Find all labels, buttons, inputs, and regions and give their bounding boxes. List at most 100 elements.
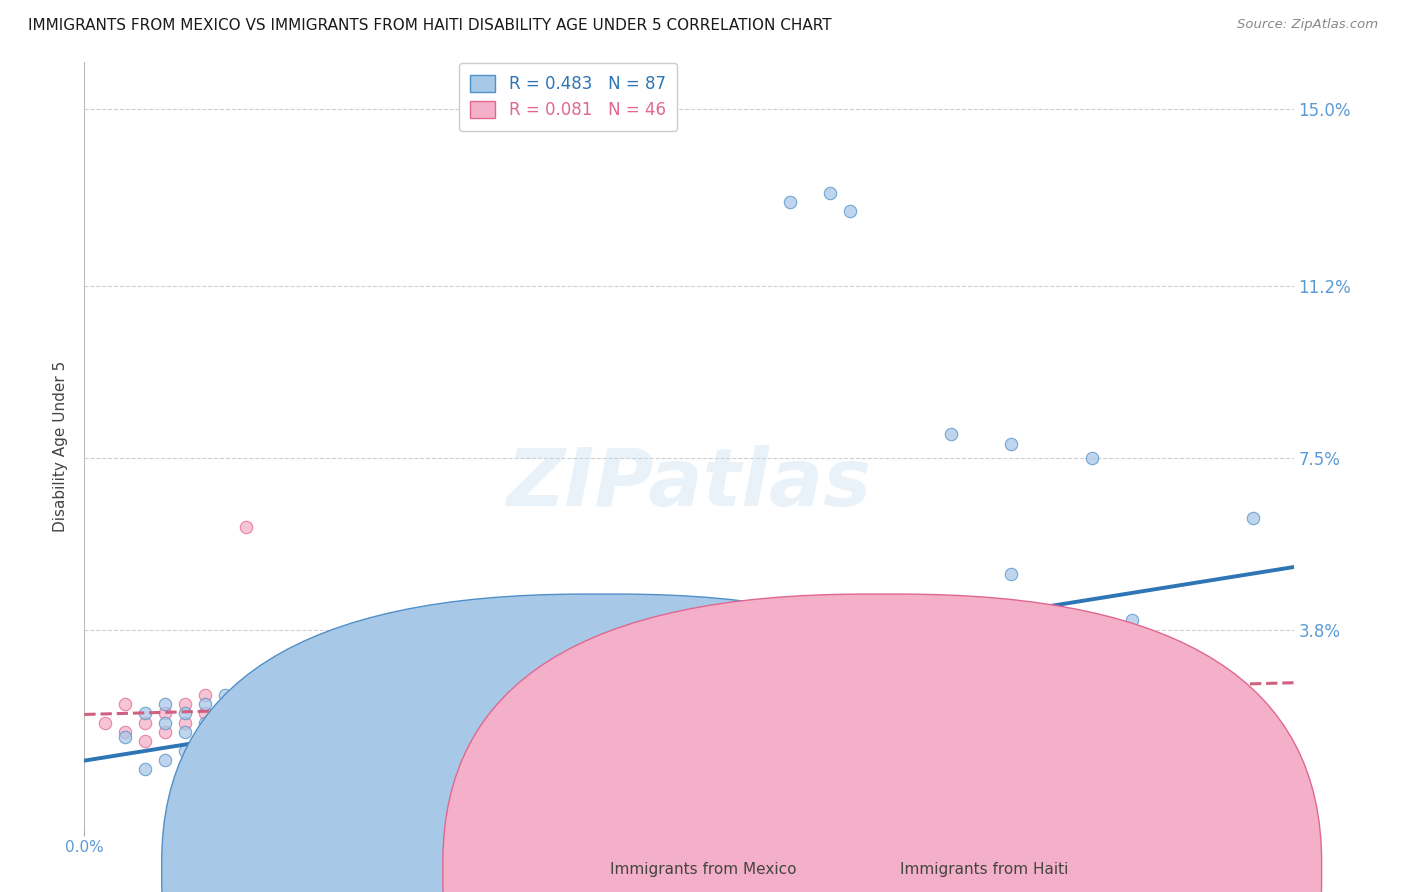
Text: Immigrants from Haiti: Immigrants from Haiti <box>900 863 1069 877</box>
Point <box>375 688 398 702</box>
Text: ZIPatlas: ZIPatlas <box>506 445 872 524</box>
Point <box>1040 637 1063 651</box>
Point <box>477 734 499 748</box>
Point <box>395 725 418 739</box>
Point <box>194 753 217 767</box>
Point <box>295 697 318 711</box>
Point <box>274 706 297 721</box>
Point <box>818 637 841 651</box>
Point <box>537 706 560 721</box>
Point <box>274 725 297 739</box>
Point <box>134 706 156 721</box>
Point <box>1000 566 1022 581</box>
Point <box>496 697 519 711</box>
Point <box>174 715 197 730</box>
Point <box>254 697 277 711</box>
Point <box>818 186 841 200</box>
Point <box>436 715 458 730</box>
Point <box>416 697 439 711</box>
Point <box>235 697 257 711</box>
Text: Source: ZipAtlas.com: Source: ZipAtlas.com <box>1237 18 1378 31</box>
Point <box>920 688 942 702</box>
Point <box>456 697 478 711</box>
Point <box>477 706 499 721</box>
Legend: R = 0.483   N = 87, R = 0.081   N = 46: R = 0.483 N = 87, R = 0.081 N = 46 <box>458 63 678 131</box>
Point <box>335 715 357 730</box>
Point <box>153 725 176 739</box>
Point <box>900 706 922 721</box>
Point <box>516 725 538 739</box>
Point <box>678 715 700 730</box>
Point <box>658 697 681 711</box>
Point <box>315 706 337 721</box>
Point <box>315 743 337 757</box>
Point <box>598 706 620 721</box>
Point <box>356 734 378 748</box>
Point <box>254 706 277 721</box>
Point <box>274 715 297 730</box>
Point <box>315 715 337 730</box>
Point <box>235 688 257 702</box>
Point <box>779 194 801 209</box>
Point <box>356 697 378 711</box>
Text: IMMIGRANTS FROM MEXICO VS IMMIGRANTS FROM HAITI DISABILITY AGE UNDER 5 CORRELATI: IMMIGRANTS FROM MEXICO VS IMMIGRANTS FRO… <box>28 18 832 33</box>
Point <box>194 706 217 721</box>
Point <box>235 734 257 748</box>
Point <box>697 706 720 721</box>
Point <box>718 697 741 711</box>
Point <box>134 734 156 748</box>
Y-axis label: Disability Age Under 5: Disability Age Under 5 <box>53 360 69 532</box>
Point <box>1081 450 1104 465</box>
Point <box>1000 436 1022 450</box>
Point <box>295 725 318 739</box>
Point <box>153 706 176 721</box>
Point <box>335 697 357 711</box>
Point <box>1081 683 1104 698</box>
Point <box>839 706 862 721</box>
Point <box>1161 669 1184 683</box>
Point <box>214 697 236 711</box>
Point <box>153 715 176 730</box>
Point <box>416 706 439 721</box>
Point <box>718 697 741 711</box>
Point <box>274 734 297 748</box>
Point <box>194 697 217 711</box>
Point <box>114 697 136 711</box>
Point <box>617 725 640 739</box>
Point <box>114 725 136 739</box>
Point <box>939 715 962 730</box>
Point <box>254 743 277 757</box>
Point <box>356 706 378 721</box>
Point <box>214 706 236 721</box>
Point <box>114 730 136 744</box>
Point <box>395 697 418 711</box>
Point <box>697 725 720 739</box>
Point <box>477 706 499 721</box>
Point <box>335 706 357 721</box>
Point <box>375 715 398 730</box>
Point <box>576 734 599 748</box>
Point <box>274 697 297 711</box>
Point <box>235 520 257 534</box>
Point <box>254 725 277 739</box>
Point <box>617 697 640 711</box>
Point <box>375 706 398 721</box>
Point <box>214 743 236 757</box>
Point <box>598 688 620 702</box>
Point <box>758 715 780 730</box>
Point <box>557 697 579 711</box>
Point <box>1081 688 1104 702</box>
Point <box>235 706 257 721</box>
Point <box>516 706 538 721</box>
Point <box>496 697 519 711</box>
Point <box>456 725 478 739</box>
Point <box>174 706 197 721</box>
Point <box>174 743 197 757</box>
Point <box>678 688 700 702</box>
Point <box>134 715 156 730</box>
Point <box>214 688 236 702</box>
Point <box>194 725 217 739</box>
Point <box>576 715 599 730</box>
Point <box>214 725 236 739</box>
Point <box>779 697 801 711</box>
